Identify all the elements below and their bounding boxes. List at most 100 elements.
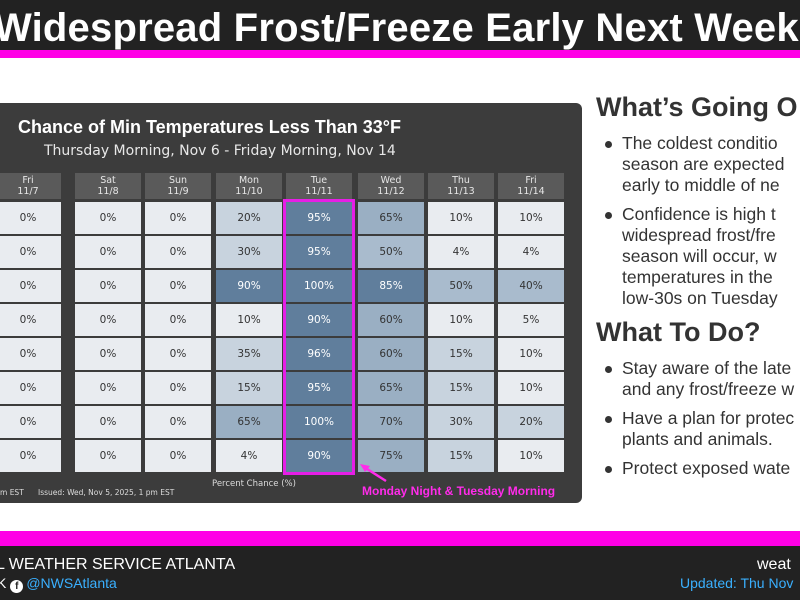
table-cell: 0% xyxy=(75,372,141,404)
table-cell: 100% xyxy=(286,406,352,438)
column-date: 11/8 xyxy=(97,186,119,197)
info-column: What’s Going O The coldest conditio seaso… xyxy=(596,92,800,487)
bullet-item: Stay aware of the late and any frost/free… xyxy=(596,358,800,400)
table-cell: 0% xyxy=(0,236,61,268)
table-cell: 0% xyxy=(0,202,61,234)
header-banner: Widespread Frost/Freeze Early Next Week xyxy=(0,0,800,58)
column-header: Wed 11/12 xyxy=(358,173,424,199)
social-prefix: K xyxy=(0,575,7,591)
bullet-line: Protect exposed wate xyxy=(622,458,791,478)
table-cell: 65% xyxy=(216,406,282,438)
bullet-line: season will occur, w xyxy=(622,246,777,266)
bullet-line: The coldest conditio xyxy=(622,133,778,153)
table-cell: 90% xyxy=(286,304,352,336)
table-cell: 10% xyxy=(498,372,564,404)
column-header: Fri 11/7 xyxy=(0,173,61,199)
table-cell: 15% xyxy=(428,338,494,370)
table-cell: 10% xyxy=(216,304,282,336)
whats-going-on-heading: What’s Going O xyxy=(596,92,798,122)
table-cell: 50% xyxy=(358,236,424,268)
table-cell: 0% xyxy=(145,440,211,472)
bullet-line: Confidence is high t xyxy=(622,204,776,224)
bullet-line: early to middle of ne xyxy=(622,175,780,195)
column-header: Mon 11/10 xyxy=(216,173,282,199)
column-day: Fri xyxy=(22,175,34,186)
bullet-line: plants and animals. xyxy=(622,429,773,449)
bullet-item: Have a plan for protec plants and animals… xyxy=(596,408,800,450)
table-cell: 20% xyxy=(498,406,564,438)
column-date: 11/13 xyxy=(447,186,475,197)
table-cell: 96% xyxy=(286,338,352,370)
table-cell: 15% xyxy=(216,372,282,404)
table-cell: 95% xyxy=(286,202,352,234)
table-cell: 95% xyxy=(286,372,352,404)
table-cell: 0% xyxy=(145,372,211,404)
table-cell: 0% xyxy=(75,406,141,438)
table-cell: 65% xyxy=(358,202,424,234)
column-day: Wed xyxy=(380,175,402,186)
table-cell: 4% xyxy=(498,236,564,268)
arrow-icon xyxy=(360,464,387,483)
social-handle[interactable]: @NWSAtlanta xyxy=(26,575,117,591)
bullet-line: widespread frost/fre xyxy=(622,225,776,245)
column-header: Sun 11/9 xyxy=(145,173,211,199)
website-link[interactable]: weat xyxy=(757,556,791,573)
table-cell: 10% xyxy=(498,202,564,234)
table-cell: 30% xyxy=(216,236,282,268)
column-date: 11/14 xyxy=(517,186,545,197)
table-cell: 0% xyxy=(0,440,61,472)
bullet-item: Confidence is high t widespread frost/fre… xyxy=(596,204,800,309)
facebook-icon[interactable]: f xyxy=(10,580,24,593)
bullet-item: Protect exposed wate xyxy=(596,458,800,479)
table-cell: 100% xyxy=(286,270,352,302)
column-day: Tue xyxy=(310,175,328,186)
column-date: 11/11 xyxy=(305,186,333,197)
office-name: L WEATHER SERVICE ATLANTA xyxy=(0,556,236,573)
table-cell: 60% xyxy=(358,304,424,336)
bullet-line: season are expected xyxy=(622,154,785,174)
page-title: Widespread Frost/Freeze Early Next Week xyxy=(0,6,799,50)
updated-time: Updated: Thu Nov xyxy=(680,575,794,591)
column-header: Thu 11/13 xyxy=(428,173,494,199)
table-cell: 0% xyxy=(0,372,61,404)
table-cell: 0% xyxy=(145,202,211,234)
column-day: Thu xyxy=(452,175,470,186)
table-cell: 15% xyxy=(428,372,494,404)
column-day: Sun xyxy=(168,175,188,186)
table-cell: 50% xyxy=(428,270,494,302)
table-cell: 0% xyxy=(145,406,211,438)
whats-going-on-list: The coldest conditio season are expected e… xyxy=(596,133,800,309)
what-to-do-heading: What To Do? xyxy=(596,317,761,347)
table-cell: 10% xyxy=(498,440,564,472)
table-cell: 0% xyxy=(75,338,141,370)
table-cell: 90% xyxy=(216,270,282,302)
table-cell: 5% xyxy=(498,304,564,336)
column-day: Mon xyxy=(238,175,260,186)
table-cell: 30% xyxy=(428,406,494,438)
table-cell: 10% xyxy=(428,202,494,234)
table-cell: 0% xyxy=(0,406,61,438)
issued-time: Issued: Wed, Nov 5, 2025, 1 pm EST xyxy=(38,488,175,497)
table-cell: 15% xyxy=(428,440,494,472)
column-header: Fri 11/14 xyxy=(498,173,564,199)
bullet-item: The coldest conditio season are expected e… xyxy=(596,133,800,196)
table-cell: 0% xyxy=(75,202,141,234)
column-date: 11/7 xyxy=(17,186,39,197)
table-cell: 20% xyxy=(216,202,282,234)
table-cell: 65% xyxy=(358,372,424,404)
column-header: Tue 11/11 xyxy=(286,173,352,199)
chart-panel: Chance of Min Temperatures Less Than 33°… xyxy=(0,103,582,503)
column-day: Sat xyxy=(100,175,116,186)
table-cell: 0% xyxy=(75,270,141,302)
column-date: 11/12 xyxy=(377,186,405,197)
table-cell: 0% xyxy=(0,270,61,302)
chart-title: Chance of Min Temperatures Less Than 33°… xyxy=(18,117,401,137)
column-date: 11/9 xyxy=(167,186,189,197)
table-cell: 60% xyxy=(358,338,424,370)
table-cell: 0% xyxy=(145,236,211,268)
table-cell: 0% xyxy=(145,270,211,302)
table-cell: 0% xyxy=(145,338,211,370)
table-cell: 0% xyxy=(75,236,141,268)
